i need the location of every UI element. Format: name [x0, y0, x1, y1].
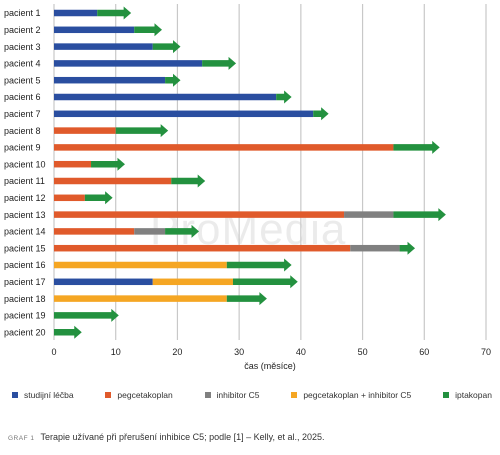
x-tick-label: 40 [296, 347, 306, 357]
patient-label: pacient 17 [4, 277, 46, 287]
patient-label: pacient 16 [4, 260, 46, 270]
bar-segment [54, 127, 116, 134]
bar-segment-arrow [399, 241, 416, 255]
bar-segment-arrow [226, 258, 292, 272]
bar-segment [152, 278, 233, 286]
legend-swatch [291, 392, 298, 398]
grid-lines [53, 4, 487, 340]
legend-item: pegcetakoplan [105, 390, 173, 400]
x-tick-labels: 0 10 20 30 40 50 60 70 [51, 347, 491, 357]
legend-label: iptakopan [455, 390, 492, 400]
patient-label: pacient 12 [4, 193, 46, 203]
bar-segment [54, 177, 172, 185]
bar-segment [54, 211, 345, 218]
bar-segment [54, 43, 153, 50]
bar-segment [54, 26, 135, 34]
bar-segment [54, 9, 98, 17]
bar-segment-arrow [202, 56, 237, 70]
x-tick-label: 0 [51, 347, 56, 357]
bar-segment-arrow [152, 40, 181, 54]
legend-label: pegcetakoplan + inhibitor C5 [303, 390, 412, 400]
bar-segment-arrow [313, 107, 329, 121]
bar-segment [350, 244, 400, 252]
bar-segment [54, 160, 92, 168]
patient-label: pacient 20 [4, 327, 46, 337]
bar-segment [54, 244, 351, 252]
x-tick-label: 20 [172, 347, 182, 357]
bar-segment-arrow [393, 140, 440, 154]
bar-segment-arrow [165, 73, 181, 87]
bar-segment [54, 93, 277, 101]
legend-swatch [204, 392, 211, 398]
x-axis-label: čas (měsíce) [244, 361, 296, 371]
legend: studijní léčba pegcetakoplan inhibitor C5 p… [12, 390, 492, 400]
x-tick-label: 10 [111, 347, 121, 357]
x-tick-label: 30 [234, 347, 244, 357]
legend-label: pegcetakoplan [117, 390, 173, 400]
patient-label: pacient 11 [4, 176, 45, 186]
bar-segment [54, 76, 166, 84]
patient-label: pacient 3 [4, 42, 41, 52]
patient-label: pacient 1 [4, 8, 41, 18]
bar-segment-arrow [115, 124, 169, 138]
patient-label: pacient 5 [4, 75, 41, 85]
legend-label: studijní léčba [24, 390, 74, 400]
bar-segment [54, 194, 85, 202]
legend-swatch [443, 392, 450, 398]
patient-label: pacient 8 [4, 126, 41, 136]
legend-label: inhibitor C5 [216, 390, 260, 400]
bar-segment [54, 110, 314, 118]
patient-label: pacient 13 [4, 210, 46, 220]
bar-segment [54, 144, 394, 151]
figure-caption: GRAF 1 Terapie užívané při přerušení inhi… [8, 432, 325, 442]
patient-label: pacient 7 [4, 109, 41, 119]
patient-label: pacient 9 [4, 143, 41, 153]
bar-segment [134, 228, 166, 235]
bar-segment-arrow [232, 275, 298, 289]
legend-swatch [12, 392, 18, 398]
caption-tag: GRAF 1 [8, 435, 35, 442]
bar-segment-arrow [97, 6, 132, 20]
bar-segment-arrow [171, 174, 206, 188]
legend-swatch [105, 392, 112, 398]
bar-chart: pacient 1 pacient 2 pacient 3 pacient 4 paci… [4, 4, 491, 371]
bar-segment-arrow [91, 157, 125, 171]
legend-item: pegcetakoplan + inhibitor C5 [291, 390, 411, 400]
caption-text: Terapie užívané při přerušení inhibice C… [40, 432, 325, 442]
bar-segment-arrow [226, 292, 267, 306]
patient-label: pacient 10 [4, 159, 46, 169]
patient-labels: pacient 1 pacient 2 pacient 3 pacient 4 paci… [4, 8, 46, 337]
bar-segment [54, 261, 227, 269]
patient-label: pacient 19 [4, 311, 46, 321]
patient-label: pacient 6 [4, 92, 41, 102]
bar-segment-arrow [84, 191, 113, 205]
patient-label: pacient 2 [4, 25, 41, 35]
bar-segment-arrow [276, 90, 292, 104]
bar-segment [54, 60, 203, 67]
bars-group [54, 6, 446, 339]
patient-label: pacient 14 [4, 227, 46, 237]
bar-segment-arrow [165, 224, 200, 238]
bar-segment-arrow [134, 23, 162, 37]
x-tick-label: 70 [481, 347, 491, 357]
patient-label: pacient 4 [4, 59, 41, 69]
legend-item: studijní léčba [12, 390, 74, 400]
bar-segment [344, 211, 394, 218]
legend-item: iptakopan [443, 390, 492, 400]
patient-label: pacient 18 [4, 294, 46, 304]
bar-segment [54, 228, 135, 235]
bar-segment-arrow [393, 208, 446, 222]
bar-segment [54, 295, 227, 302]
legend-item: inhibitor C5 [204, 390, 260, 400]
bar-segment-arrow [54, 325, 82, 339]
x-tick-label: 60 [419, 347, 429, 357]
bar-segment [54, 278, 153, 286]
patient-label: pacient 15 [4, 243, 46, 253]
x-tick-label: 50 [358, 347, 368, 357]
bar-segment-arrow [54, 308, 119, 322]
